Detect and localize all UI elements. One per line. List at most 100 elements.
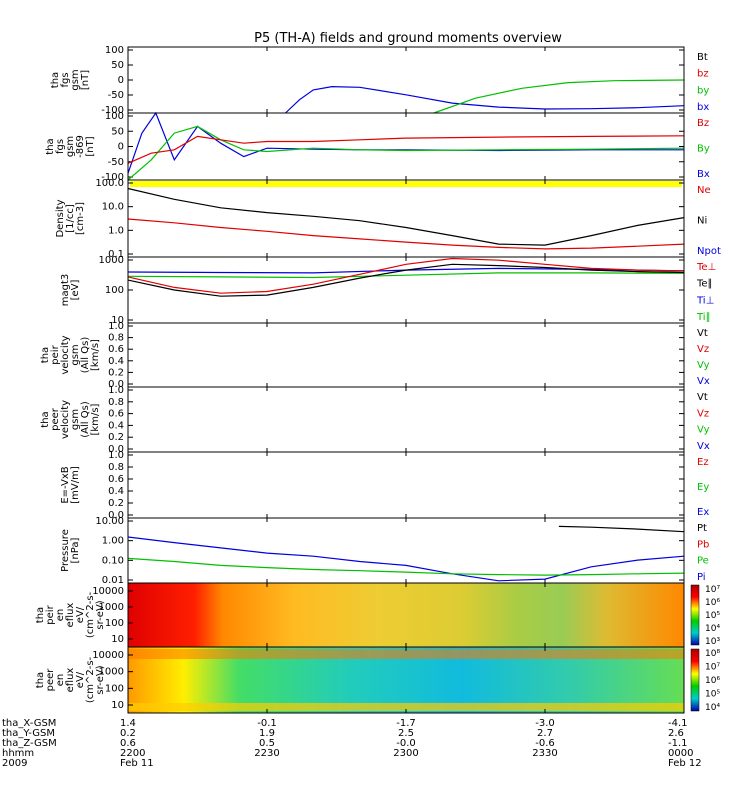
y-tick-label: 1000 xyxy=(99,667,124,678)
y-axis-label-line: fgs xyxy=(60,72,71,87)
y-tick-label: 1.0 xyxy=(108,450,124,461)
y-axis-label-line: E=-VxB xyxy=(60,466,71,503)
legend-entry-Ti⊥: Ti⊥ xyxy=(696,295,714,306)
legend-entry-Ne: Ne xyxy=(697,185,711,196)
y-axis-label-line: tha xyxy=(35,672,46,688)
y-tick-label: 0.2 xyxy=(108,498,124,509)
y-axis-label-line: (cm^2-s- xyxy=(85,656,96,703)
y-tick-label: 50 xyxy=(111,60,124,71)
legend-entry-Ni: Ni xyxy=(697,216,707,227)
series-line-Bz xyxy=(127,135,685,164)
y-axis-label: magt3[eV] xyxy=(60,274,81,307)
legend-entry-Ez: Ez xyxy=(697,457,709,468)
spectrogram-band-high xyxy=(128,649,684,659)
y-axis-label-line: tha xyxy=(40,347,51,363)
y-axis-label: E=-VxB[mV/m] xyxy=(60,466,81,504)
y-tick-label: 100 xyxy=(105,683,124,694)
y-tick-label: 0.4 xyxy=(108,420,124,431)
y-tick-label: 0.0 xyxy=(108,510,124,521)
panel-frame xyxy=(127,646,685,714)
panel-efield: 1.00.80.60.40.20.0 Ez Ey Ex E=-VxB[mV/m] xyxy=(60,450,709,521)
y-axis-label-line: eflux xyxy=(65,668,76,693)
ephemeris-value: Feb 11 xyxy=(120,758,154,769)
series-line-Pi xyxy=(127,536,685,582)
y-tick-label: 0.8 xyxy=(108,462,124,473)
y-tick-label: 0 xyxy=(118,142,124,153)
y-tick-label: 0.6 xyxy=(108,409,124,420)
y-axis-label-line: eV/ xyxy=(75,671,86,688)
y-axis-label: thapeerenefluxeV/(cm^2-s-sr-eV) xyxy=(35,656,106,703)
y-axis-label: Pressure[nPa] xyxy=(60,529,81,572)
panel-frame xyxy=(127,112,685,181)
ephemeris-value: -0.1 xyxy=(257,718,277,729)
y-axis-label: thafgsgsm[nT] xyxy=(50,69,91,90)
panel-magt3: 1000 100 10 Te⊥ Te∥ Ti⊥ Ti∥ magt3[eV] xyxy=(60,255,716,326)
y-tick-label: 0 xyxy=(118,75,124,86)
y-tick-label: 0.0 xyxy=(108,444,124,455)
legend-entry-Ti∥: Ti∥ xyxy=(696,312,711,323)
legend-entry-Ex: Ex xyxy=(697,507,709,518)
colorbar-tick: 10⁶ xyxy=(705,676,720,686)
y-axis-label-line: (All Qs) xyxy=(80,337,91,374)
legend-entry-Te⊥: Te⊥ xyxy=(696,262,716,273)
y-axis-label-line: gsm xyxy=(70,69,81,90)
colorbar-scale xyxy=(690,648,700,712)
y-tick-label: 1.0 xyxy=(108,225,124,236)
y-tick-label: 0.01 xyxy=(102,575,124,586)
colorbar-scale xyxy=(690,584,700,646)
series-line-Ne xyxy=(127,218,685,250)
y-tick-label: 100 xyxy=(105,618,124,629)
panel-peer-en-eflux: 10⁸ 10⁷ 10⁶ 10⁵ 10⁴ 10000 1000 100 10 thapeerenef… xyxy=(35,646,720,714)
y-tick-label: 100.0 xyxy=(95,178,124,189)
y-axis-label-line: en xyxy=(55,674,66,687)
y-axis-label-line: gsm xyxy=(65,136,76,157)
y-tick-label: 10.00 xyxy=(95,516,124,527)
spectrogram xyxy=(128,583,684,647)
series-line-Pe xyxy=(127,557,685,576)
y-axis-label-line: [eV] xyxy=(70,280,81,301)
legend-entry-Pi: Pi xyxy=(697,572,706,583)
ephemeris-value: 0.2 xyxy=(120,728,136,739)
series-line-Ti∥ xyxy=(127,272,685,279)
y-axis-label: thapeirenefluxeV/(cm^2-s-sr-eV) xyxy=(35,591,106,638)
panel-peir-en-eflux: 10⁷ 10⁶ 10⁵ 10⁴ 10³ 10000 1000 100 10 thapeirenef… xyxy=(35,582,720,648)
y-axis-label: Density[1/cc][cm-3] xyxy=(55,199,86,237)
ephemeris-value: -0.0 xyxy=(396,738,416,749)
legend-entry-Bx: Bx xyxy=(697,169,710,180)
y-axis-label-line: peir xyxy=(45,604,56,624)
panel-frame xyxy=(127,322,685,388)
y-tick-label: 10 xyxy=(111,700,124,711)
colorbar-tick: 10⁵ xyxy=(705,611,720,621)
series-line-Pt xyxy=(558,525,685,533)
y-axis-label: thapeirvelocitygsm(All Qs)[km/s] xyxy=(40,335,101,374)
y-axis-label-line: [cm-3] xyxy=(75,202,86,235)
ephemeris-value: 1.9 xyxy=(259,728,275,739)
y-tick-label: -100 xyxy=(101,105,124,116)
legend-entry-Vx: Vx xyxy=(697,441,710,452)
y-tick-label: 1.0 xyxy=(108,385,124,396)
ephemeris-value: 2.7 xyxy=(537,728,553,739)
y-tick-label: 0.10 xyxy=(102,555,124,566)
colorbar-tick: 10⁵ xyxy=(705,690,720,700)
y-axis-label-line: velocity xyxy=(60,400,71,439)
y-axis-label-line: Pressure xyxy=(60,529,71,572)
y-tick-label: 10000 xyxy=(92,650,124,661)
legend-entry-Vy: Vy xyxy=(697,425,710,436)
series-line-Te∥ xyxy=(127,263,685,297)
panel-fgs-869: 100 50 0 -50 -100 Bz By Bx thafgsgsm-869[nT] xyxy=(45,111,710,187)
y-axis-label-line: [nT] xyxy=(80,70,91,90)
panel-peer-velocity: 1.00.80.60.40.20.0 Vt Vz Vy Vx thapeervelocit… xyxy=(40,385,710,455)
ephemeris-label: tha_Z-GSM xyxy=(2,738,57,749)
ephemeris-table: tha_X-GSM 1.4 -0.1 -1.7 -3.0 -4.1 tha_Y-GSM 0.2… xyxy=(2,718,702,769)
legend-entry-Te∥: Te∥ xyxy=(696,279,713,290)
ephemeris-value: 2200 xyxy=(120,748,145,759)
y-axis-label-line: peer xyxy=(45,668,56,692)
ephemeris-label: tha_Y-GSM xyxy=(2,728,55,739)
y-axis-label-line: [nPa] xyxy=(70,537,81,563)
legend-entry-Pb: Pb xyxy=(697,539,709,550)
y-axis-label-line: (All Qs) xyxy=(80,401,91,438)
legend-entry-Pe: Pe xyxy=(697,556,709,567)
y-axis-label-line: -869 xyxy=(75,135,86,158)
y-tick-label: 0.0 xyxy=(108,379,124,390)
y-tick-label: 0.2 xyxy=(108,432,124,443)
